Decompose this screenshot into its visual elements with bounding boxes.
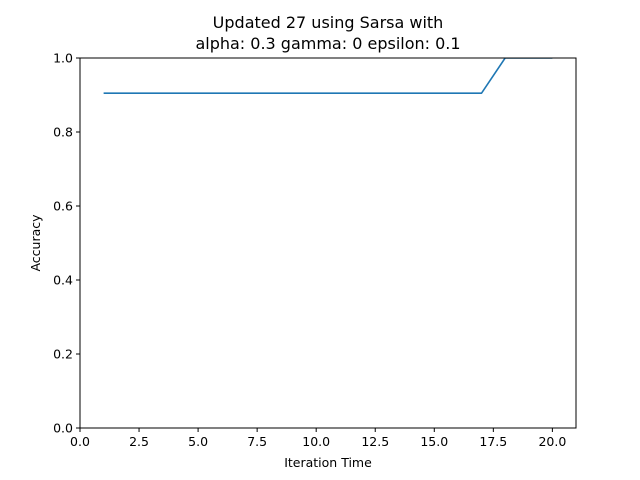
x-tick-label: 12.5 xyxy=(361,434,389,449)
x-tick-label: 17.5 xyxy=(479,434,507,449)
series-layer xyxy=(103,58,553,94)
x-tick-label: 5.0 xyxy=(188,434,208,449)
x-tick-label: 15.0 xyxy=(420,434,448,449)
y-tick-label: 0.4 xyxy=(53,273,73,288)
chart-title-line1: Updated 27 using Sarsa with xyxy=(213,13,444,32)
y-axis-label: Accuracy xyxy=(28,214,43,272)
x-tick-label: 7.5 xyxy=(247,434,267,449)
x-tick-label: 10.0 xyxy=(302,434,330,449)
chart-title-line2: alpha: 0.3 gamma: 0 epsilon: 0.1 xyxy=(195,34,460,53)
series-line xyxy=(103,58,553,94)
x-tick-label: 0.0 xyxy=(70,434,90,449)
y-tick-label: 1.0 xyxy=(53,51,73,66)
plot-frame xyxy=(79,57,577,429)
x-axis-label: Iteration Time xyxy=(284,455,372,470)
y-tick-label: 0.6 xyxy=(53,199,73,214)
y-tick-label: 0.2 xyxy=(53,347,73,362)
x-tick-label: 20.0 xyxy=(538,434,566,449)
y-axis: 0.0 0.2 0.4 0.6 0.8 1.0 xyxy=(53,51,80,436)
y-tick-label: 0.0 xyxy=(53,421,73,436)
x-tick-label: 2.5 xyxy=(129,434,149,449)
x-axis: 0.0 2.5 5.0 7.5 10.0 12.5 15.0 17.5 20.0 xyxy=(70,428,566,449)
y-tick-label: 0.8 xyxy=(53,125,73,140)
